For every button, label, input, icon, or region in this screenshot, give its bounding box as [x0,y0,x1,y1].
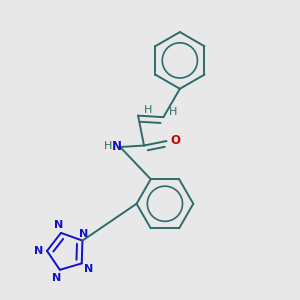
Text: N: N [79,229,88,239]
Text: H: H [143,105,152,115]
Text: O: O [170,134,180,147]
Text: N: N [52,273,62,283]
Text: N: N [84,264,93,274]
Text: H: H [104,141,112,152]
Text: H: H [169,107,177,117]
Text: N: N [54,220,63,230]
Text: N: N [112,140,122,153]
Text: N: N [34,246,43,256]
